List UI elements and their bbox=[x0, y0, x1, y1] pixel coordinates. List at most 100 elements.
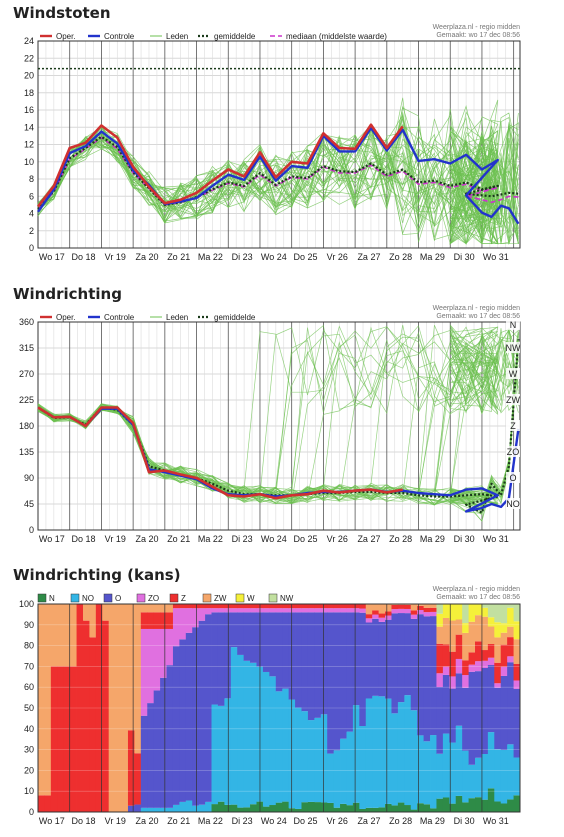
stack-segment-no bbox=[179, 801, 187, 812]
legend-swatch bbox=[136, 593, 146, 603]
stack-segment-z bbox=[166, 612, 174, 629]
stack-segment-zo bbox=[340, 608, 347, 613]
stack-segment-o bbox=[320, 612, 328, 715]
stack-segment-no bbox=[217, 705, 225, 802]
x-tick-label: Di 30 bbox=[454, 534, 475, 544]
stack-segment-n bbox=[217, 801, 225, 812]
stack-segment-z bbox=[211, 604, 219, 609]
mediaan-line bbox=[37, 136, 519, 210]
stack-segment-w bbox=[462, 623, 469, 633]
stack-segment-z bbox=[449, 651, 457, 677]
legend-label: Oper. bbox=[56, 32, 76, 41]
stack-segment-o bbox=[192, 627, 200, 806]
stack-segment-z bbox=[82, 620, 90, 812]
generated-label: Gemaakt: wo 17 dec 08:56 bbox=[436, 594, 520, 601]
stack-segment-zo bbox=[385, 615, 392, 620]
direction-label-bg bbox=[506, 368, 520, 379]
stack-segment-o bbox=[198, 620, 206, 805]
stack-segment-no bbox=[224, 698, 232, 805]
stack-segment-zw bbox=[385, 604, 392, 612]
stack-segment-zw bbox=[500, 632, 508, 645]
stack-segment-no bbox=[449, 742, 457, 804]
stack-segment-no bbox=[295, 707, 302, 809]
stack-segment-z bbox=[494, 662, 502, 684]
x-tick-label: Za 20 bbox=[135, 534, 158, 544]
legend-label: gemiddelde bbox=[214, 32, 256, 41]
stack-segment-no bbox=[237, 654, 245, 808]
stack-segment-no bbox=[269, 676, 277, 806]
stack-segment-z bbox=[397, 604, 405, 609]
stack-segment-zo bbox=[166, 628, 174, 666]
y-tick-label: 18 bbox=[24, 88, 34, 98]
stack-segment-no bbox=[475, 757, 482, 798]
stack-segment-z bbox=[76, 604, 84, 812]
stack-segment-zo bbox=[243, 608, 251, 613]
stack-segment-no bbox=[288, 699, 296, 809]
stack-segment-zo bbox=[455, 658, 463, 674]
y-tick-label: 0 bbox=[29, 525, 34, 535]
stack-segment-no bbox=[198, 804, 206, 812]
stack-segment-n bbox=[449, 803, 457, 812]
legend-label: Leden bbox=[166, 313, 188, 322]
stack-segment-o bbox=[160, 677, 167, 808]
x-tick-label: Wo 17 bbox=[39, 252, 65, 262]
leden-line bbox=[37, 344, 519, 506]
leden-line bbox=[37, 332, 519, 515]
x-tick-label: Di 23 bbox=[232, 252, 253, 262]
stack-segment-no bbox=[327, 753, 335, 803]
stack-segment-zw bbox=[481, 616, 489, 651]
y-tick-label: 270 bbox=[19, 369, 34, 379]
stack-segment-zo bbox=[327, 608, 335, 613]
stack-segment-n bbox=[282, 801, 290, 812]
stack-segment-o bbox=[513, 688, 521, 758]
leden-line bbox=[37, 108, 519, 225]
stack-segment-no bbox=[378, 696, 386, 808]
x-tick-label: Za 27 bbox=[357, 252, 380, 262]
stack-segment-w bbox=[481, 607, 489, 617]
stack-segment-zo bbox=[397, 608, 405, 614]
stack-segment-n bbox=[417, 803, 424, 812]
stack-segment-zo bbox=[198, 608, 206, 621]
stack-segment-no bbox=[507, 744, 514, 800]
stack-segment-o bbox=[391, 613, 399, 714]
stack-segment-z bbox=[295, 604, 302, 609]
stack-segment-n bbox=[262, 806, 270, 812]
stack-segment-o bbox=[127, 805, 135, 812]
stack-segment-w bbox=[475, 604, 482, 616]
stack-segment-zo bbox=[378, 617, 386, 622]
stack-segment-z bbox=[320, 604, 328, 609]
stack-segment-w bbox=[507, 607, 514, 627]
stack-segment-n bbox=[507, 799, 514, 812]
stack-segment-o bbox=[134, 804, 142, 812]
stack-segment-z bbox=[365, 614, 373, 619]
stack-segment-nw bbox=[513, 604, 521, 622]
stack-segment-nw bbox=[462, 604, 469, 624]
stack-segment-o bbox=[243, 612, 251, 661]
stack-segment-no bbox=[185, 800, 193, 812]
stack-segment-n bbox=[436, 798, 444, 812]
stack-segment-no bbox=[417, 735, 424, 804]
y-tick-label: 50 bbox=[24, 703, 34, 713]
stack-segment-n bbox=[230, 804, 238, 812]
stack-segment-n bbox=[243, 807, 251, 812]
leden-line bbox=[37, 339, 519, 507]
leden-line bbox=[37, 335, 519, 511]
x-tick-label: Wo 31 bbox=[483, 252, 509, 262]
y-tick-label: 90 bbox=[24, 473, 34, 483]
stack-segment-zo bbox=[172, 608, 180, 647]
stack-segment-z bbox=[372, 610, 380, 615]
stack-segment-n bbox=[327, 802, 335, 812]
stack-segment-z bbox=[140, 612, 148, 629]
x-tick-label: Zo 28 bbox=[389, 534, 412, 544]
stack-segment-zo bbox=[442, 666, 450, 675]
stack-segment-zw bbox=[449, 620, 457, 652]
stack-segment-no bbox=[423, 741, 431, 805]
x-tick-label: Vr 26 bbox=[327, 534, 348, 544]
direction-label: ZO bbox=[507, 447, 520, 457]
stack-segment-o bbox=[487, 665, 495, 733]
stack-segment-o bbox=[423, 616, 431, 742]
stack-segment-z bbox=[404, 604, 412, 609]
stack-segment-n bbox=[352, 802, 360, 812]
